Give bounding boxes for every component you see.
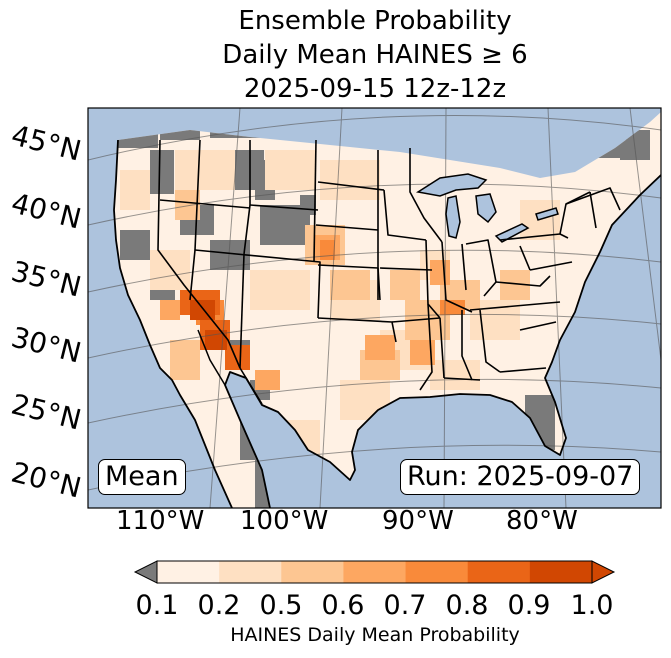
gulf-of-california-coast [197,329,226,386]
meridian-80w [547,108,567,508]
graticule [88,108,661,508]
map-frame [87,107,662,509]
colorbar-over-arrow [591,560,616,584]
probability-cell [255,370,280,390]
colorbar-bin [405,561,469,583]
colorbar-outline [156,560,593,584]
probability-cell [120,230,150,260]
statistic-label: Mean [98,459,186,495]
colorbar-tick: 0.6 [321,590,365,621]
probability-cell [390,270,420,300]
probability-cell [265,150,315,190]
lake-michigan [445,195,461,239]
lon-tick-90: 90°W [382,506,454,536]
probability-cell [175,150,235,190]
lon-tick-100: 100°W [240,506,329,536]
lon-tick-110: 110°W [116,506,205,536]
probability-cell [330,270,370,300]
colorbar-bin [343,561,407,583]
colorbar [133,560,616,584]
probability-cell [150,150,174,194]
probability-cell [430,360,480,390]
probability-cell [300,195,316,215]
lake-huron [475,193,497,224]
probability-cell [120,170,150,210]
meridian-70w [629,108,661,361]
probability-cell [440,300,465,315]
meridian-100w [319,108,343,508]
probability-cell [320,240,335,260]
colorbar-bin [529,561,593,583]
colorbar-tick: 1.0 [570,590,614,621]
colorbar-under-arrow [133,560,158,584]
run-date-label: Run: 2025-09-07 [400,459,641,495]
colorbar-tick: 0.1 [135,590,179,621]
probability-cell [170,340,200,380]
chart-title-line-3: 2025-09-15 12z-12z [243,74,507,104]
parallel-25n [88,378,661,424]
probability-cell [225,345,250,370]
probability-cell [190,300,215,320]
lake-superior [415,173,488,197]
probability-cell [250,270,310,310]
state-borders [157,139,621,405]
lake-ontario [535,207,559,221]
parallel-45n [88,114,661,161]
colorbar-bin [157,561,220,583]
probability-cell [160,300,180,320]
colorbar-tick: 0.5 [259,590,303,621]
great-lakes [415,173,559,243]
meridian-90w [443,108,447,508]
coastline [113,139,661,508]
colorbar-bin [467,561,531,583]
colorbar-tick: 0.9 [507,590,551,621]
lon-tick-80: 80°W [506,506,578,536]
colorbar-bin [219,561,282,583]
meridian-110w [209,108,241,508]
parallel-30n [88,313,661,359]
colorbar-bin [281,561,344,583]
colorbar-tick: 0.8 [445,590,489,621]
map-area [88,108,661,508]
colorbar-tick: 0.2 [197,590,241,621]
chart-title-line-2: Daily Mean HAINES ≥ 6 [222,40,528,70]
probability-cell [365,335,395,360]
colorbar-label: HAINES Daily Mean Probability [230,624,520,646]
probability-cell [430,260,450,285]
colorbar-tick: 0.7 [383,590,427,621]
probability-cell [320,160,380,200]
chart-title-line-1: Ensemble Probability [238,6,512,36]
